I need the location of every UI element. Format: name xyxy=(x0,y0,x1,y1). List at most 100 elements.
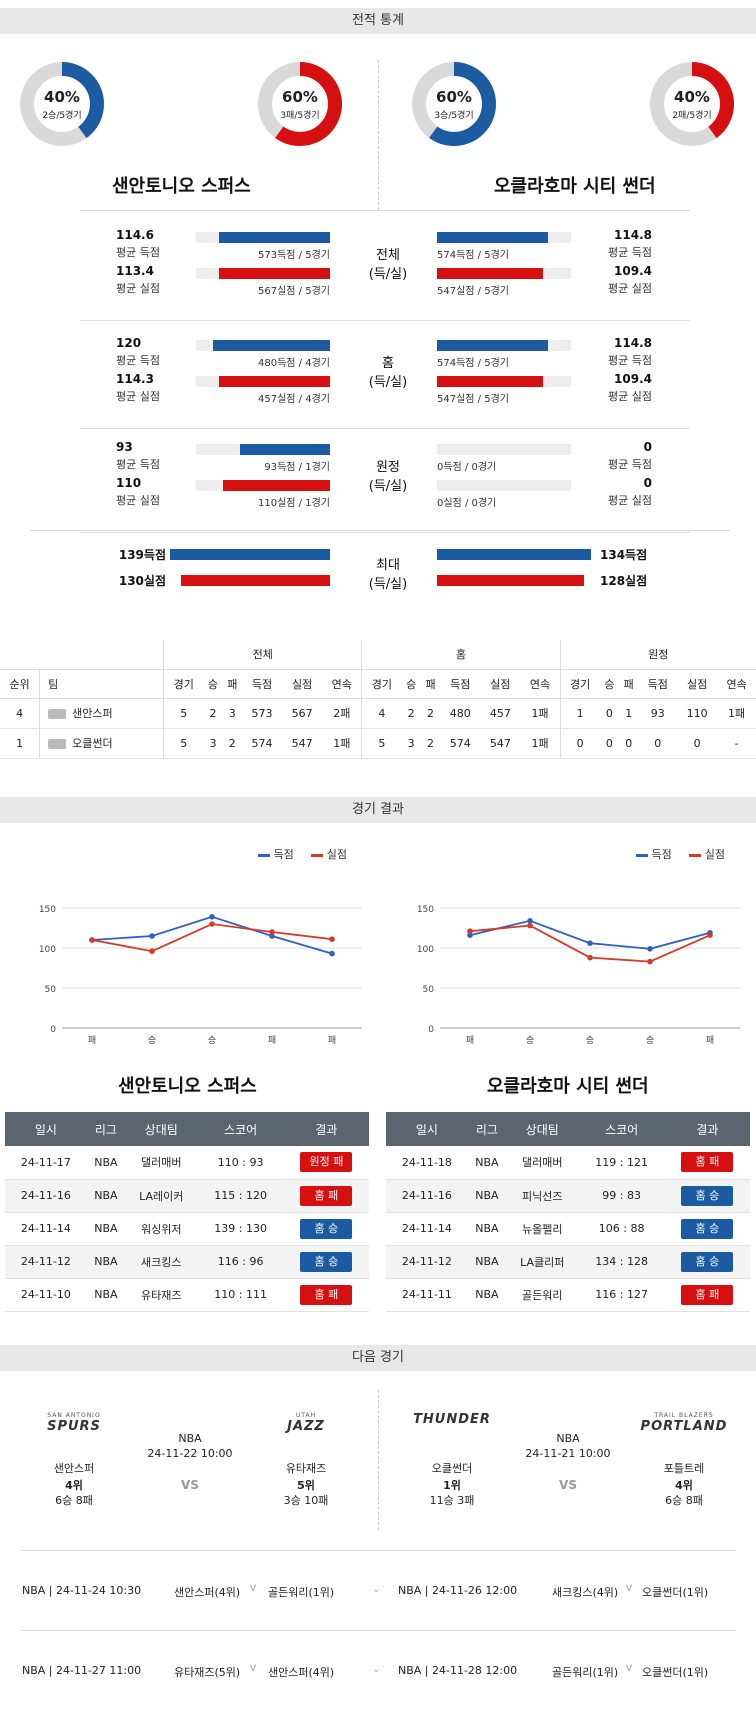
result-badge: 홈 승 xyxy=(681,1218,734,1239)
stat-category-name: 원정 xyxy=(376,460,400,475)
result-opponent: 피닉선즈 xyxy=(505,1179,579,1213)
left-score-value: 114.6 xyxy=(116,228,154,242)
logo-subtext: SAN ANTONIO xyxy=(47,1412,101,1419)
x-tick-label: 패 xyxy=(268,1035,276,1046)
right-score-value: 114.8 xyxy=(614,228,652,242)
standings-header-cell: 경기 xyxy=(173,677,194,691)
x-tick-label: 승 xyxy=(148,1035,156,1046)
result-score: 99 : 83 xyxy=(578,1179,665,1213)
results-header-cell: 리그 xyxy=(467,1112,506,1146)
logo-wordmark: JAZZ xyxy=(287,1419,325,1434)
result-opponent: 뉴올펠리 xyxy=(505,1212,579,1246)
versus-icon: V xyxy=(250,1664,257,1674)
result-badge: 홈 패 xyxy=(300,1284,353,1305)
upcoming-right-team1: 골든워리(1위) xyxy=(552,1666,619,1679)
upcoming-right-team2: 오클썬더(1위) xyxy=(642,1666,709,1679)
left-score-label: 평균 득점 xyxy=(116,458,160,471)
right-score-note: 574득점 / 5경기 xyxy=(437,358,509,369)
divider xyxy=(80,428,690,429)
result-score: 139 : 130 xyxy=(197,1212,284,1246)
results-header-row: 일시 리그 상대팀 스코어 결과 xyxy=(5,1112,369,1146)
right-allow-value: 128실점 xyxy=(600,574,648,588)
allowed-point xyxy=(467,928,473,934)
legend-allowed-swatch xyxy=(689,853,702,857)
results-row: 24-11-11 NBA 골든워리 116 : 127 홈 패 xyxy=(386,1278,750,1312)
y-tick-label: 0 xyxy=(50,1025,56,1035)
team-name-left: 샌안토니오 스퍼스 xyxy=(112,176,251,197)
standings-header-cell: 연속 xyxy=(726,677,747,691)
versus-icon: V xyxy=(626,1584,633,1594)
standings-cell: 567 xyxy=(291,706,313,720)
stat-category-sub: (득/실) xyxy=(368,267,408,282)
result-opponent: LA클리퍼 xyxy=(505,1245,579,1279)
donut-ring xyxy=(412,62,496,146)
standings-cell: 93 xyxy=(650,706,665,720)
section-header-results: 경기 결과 xyxy=(0,797,756,823)
away-team-name[interactable]: 포틀트레 xyxy=(663,1462,705,1475)
upcoming-left-datetime: NBA | 24-11-27 11:00 xyxy=(22,1664,142,1677)
standings-cell: 1패 xyxy=(520,728,561,758)
results-header-cell: 일시 xyxy=(5,1112,87,1146)
donut-percent: 60% xyxy=(282,88,318,106)
result-score: 106 : 88 xyxy=(578,1212,665,1246)
divider xyxy=(20,1550,736,1551)
results-header-cell: 상대팀 xyxy=(124,1112,198,1146)
vertical-divider xyxy=(378,1390,379,1530)
standings-team[interactable]: 샌안스퍼 xyxy=(39,698,165,728)
standings-cell: 2 xyxy=(427,706,435,720)
left-score-note: 93득점 / 1경기 xyxy=(264,462,330,473)
versus-icon: V xyxy=(250,1584,257,1594)
standings-header-cell: 득점 xyxy=(251,677,273,691)
results-header-cell: 결과 xyxy=(283,1112,369,1146)
result-league: NBA xyxy=(86,1146,125,1180)
score-point xyxy=(269,933,275,939)
vs-label: VS xyxy=(559,1478,577,1492)
left-allow-label: 평균 실점 xyxy=(116,282,160,295)
home-team-name[interactable]: 샌안스퍼 xyxy=(53,1462,95,1475)
result-league: NBA xyxy=(467,1179,506,1213)
standings-cell: 2 xyxy=(228,736,236,750)
result-score: 115 : 120 xyxy=(197,1179,284,1213)
standings-cell: 0 xyxy=(605,706,613,720)
next-game-date: 24-11-22 10:00 xyxy=(147,1447,233,1460)
right-score-note: 574득점 / 5경기 xyxy=(437,250,509,261)
right-score-bar xyxy=(437,340,548,351)
standings-header-cell: 연속 xyxy=(322,669,363,698)
upcoming-left-team2: 골든워리(1위) xyxy=(268,1586,335,1599)
standings-team[interactable]: 오클썬더 xyxy=(39,728,165,758)
standings-cell: 0 xyxy=(693,736,701,750)
result-outcome-cell: 홈 승 xyxy=(664,1212,750,1246)
team-name-right: 오클라호마 시티 썬더 xyxy=(494,176,656,197)
left-score-bar xyxy=(170,549,330,560)
standings-header-cell: 팀 xyxy=(39,669,165,698)
blank-header xyxy=(0,640,165,669)
home-team-logo: THUNDER xyxy=(408,1412,496,1427)
stat-category-name: 최대 xyxy=(376,558,400,573)
away-team-name[interactable]: 유타재즈 xyxy=(285,1462,327,1475)
right-allow-value: 109.4 xyxy=(614,372,652,386)
standings-group-header: 원정 xyxy=(648,648,669,662)
standings-header-cell: 순위 xyxy=(0,669,41,698)
bar-track xyxy=(437,480,571,491)
upcoming-right-datetime: NBA | 24-11-28 12:00 xyxy=(398,1664,518,1677)
logo-wordmark: PORTLAND xyxy=(640,1419,728,1434)
right-score-label: 평균 득점 xyxy=(608,354,652,367)
allowed-point xyxy=(209,921,215,927)
x-tick-label: 패 xyxy=(328,1035,336,1046)
standings-cell: 3 xyxy=(407,736,415,750)
home-team-name[interactable]: 오클썬더 xyxy=(431,1462,473,1475)
standings-header-cell: 경기 xyxy=(371,677,393,691)
result-date: 24-11-14 xyxy=(386,1212,468,1246)
divider xyxy=(30,530,730,531)
left-score-note: 480득점 / 4경기 xyxy=(258,358,330,369)
win-rate-donut: 60% 3패/5경기 xyxy=(258,62,342,146)
results-header-cell: 리그 xyxy=(86,1112,125,1146)
result-badge: 홈 패 xyxy=(300,1185,353,1206)
right-allow-note: 547실점 / 5경기 xyxy=(437,394,509,405)
standings-cell: 5 xyxy=(180,736,188,750)
results-row: 24-11-12 NBA 새크킹스 116 : 96 홈 승 xyxy=(5,1245,369,1279)
standings-cell: 3 xyxy=(209,736,217,750)
donut-record: 3승/5경기 xyxy=(434,111,474,121)
result-league: NBA xyxy=(467,1212,506,1246)
standings-group-header: 전체 xyxy=(163,640,363,669)
